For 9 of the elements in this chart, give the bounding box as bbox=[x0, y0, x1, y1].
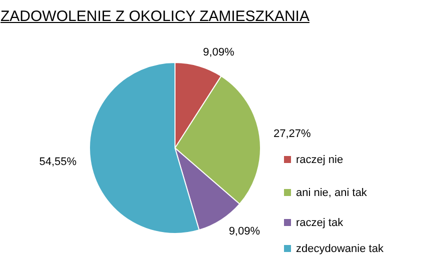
data-label: 27,27% bbox=[273, 128, 312, 140]
chart-title: ZADOWOLENIE Z OKOLICY ZAMIESZKANIA bbox=[0, 8, 310, 25]
legend-label: raczej nie bbox=[296, 154, 344, 166]
data-label: 9,09% bbox=[228, 226, 260, 238]
legend-label: raczej tak bbox=[296, 217, 344, 230]
legend-label: ani nie, ani tak bbox=[296, 187, 368, 200]
data-label: 9,09% bbox=[203, 46, 234, 59]
data-label: 54,55% bbox=[39, 156, 77, 168]
legend-label: zdecydowanie tak bbox=[296, 243, 384, 256]
